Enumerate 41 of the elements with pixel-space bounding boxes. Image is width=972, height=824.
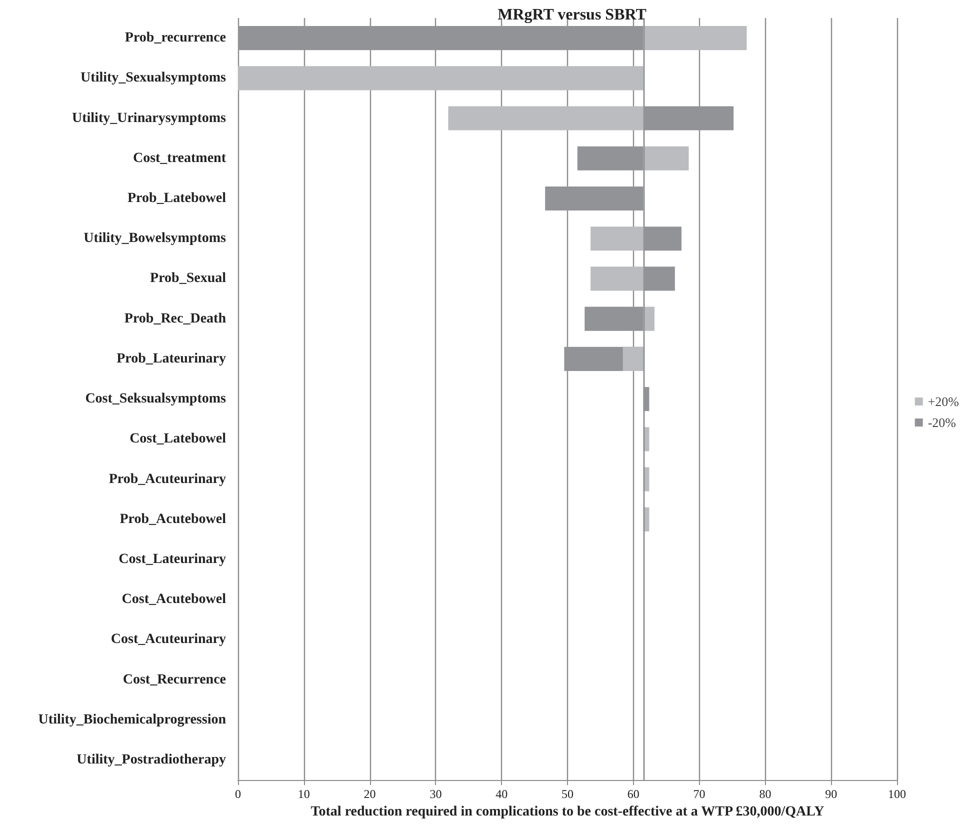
bar: [643, 146, 689, 170]
legend-label: -20%: [928, 415, 956, 430]
y-tick-label: Cost_Seksualsymptoms: [85, 392, 227, 407]
bar: [643, 26, 747, 50]
x-tick-label: 70: [693, 787, 706, 802]
y-tick-label: Utility_Biochemicalprogression: [38, 712, 226, 728]
y-tick-label: Cost_Recurrence: [122, 672, 226, 688]
y-tick-label: Prob_Lateurinary: [116, 351, 226, 366]
y-tick-label: Prob_Acutebowel: [120, 512, 226, 527]
x-tick-label: 20: [364, 787, 376, 802]
bar: [590, 266, 644, 291]
y-tick-label: Prob_Acuteurinary: [108, 472, 226, 487]
y-tick-label: Utility_Bowelsymptoms: [84, 231, 227, 246]
y-tick-label: Prob_Sexual: [150, 271, 226, 286]
x-tick-label: 90: [825, 787, 838, 802]
y-tick-label: Utility_Urinarysymptoms: [72, 110, 227, 126]
x-tick-label: 50: [562, 787, 574, 802]
x-tick-label: 40: [496, 787, 508, 802]
y-tick-label: Prob_recurrence: [124, 30, 226, 46]
x-tick-label: 80: [759, 787, 772, 802]
bar: [622, 346, 644, 371]
chart-title: MRgRT versus SBRT: [498, 6, 647, 24]
x-axis-title: Total reduction required in complications to be cost-effective at a WTP £30,000/QALY: [310, 804, 824, 820]
y-tick-label: Cost_Latebowel: [130, 432, 226, 447]
x-tick-label: 100: [888, 787, 906, 802]
y-tick-label: Cost_Acuteurinary: [110, 632, 226, 648]
y-tick-label: Prob_Rec_Death: [124, 311, 226, 326]
y-tick-label: Cost_treatment: [132, 150, 226, 166]
x-tick-label: 10: [298, 787, 310, 802]
legend-label: +20%: [928, 394, 960, 409]
x-tick-label: 0: [235, 787, 241, 802]
y-tick-label: Utility_Sexualsymptoms: [80, 70, 227, 86]
bar: [238, 66, 644, 90]
y-tick-label: Utility_Postradiotherapy: [76, 752, 226, 768]
x-tick-label: 30: [430, 787, 442, 802]
y-tick-label: Cost_Acutebowel: [122, 592, 226, 608]
x-tick-label: 60: [627, 787, 640, 802]
bar: [590, 226, 644, 251]
y-tick-label: Prob_Latebowel: [127, 190, 226, 206]
y-tick-label: Cost_Lateurinary: [118, 552, 226, 567]
bar: [448, 106, 644, 130]
